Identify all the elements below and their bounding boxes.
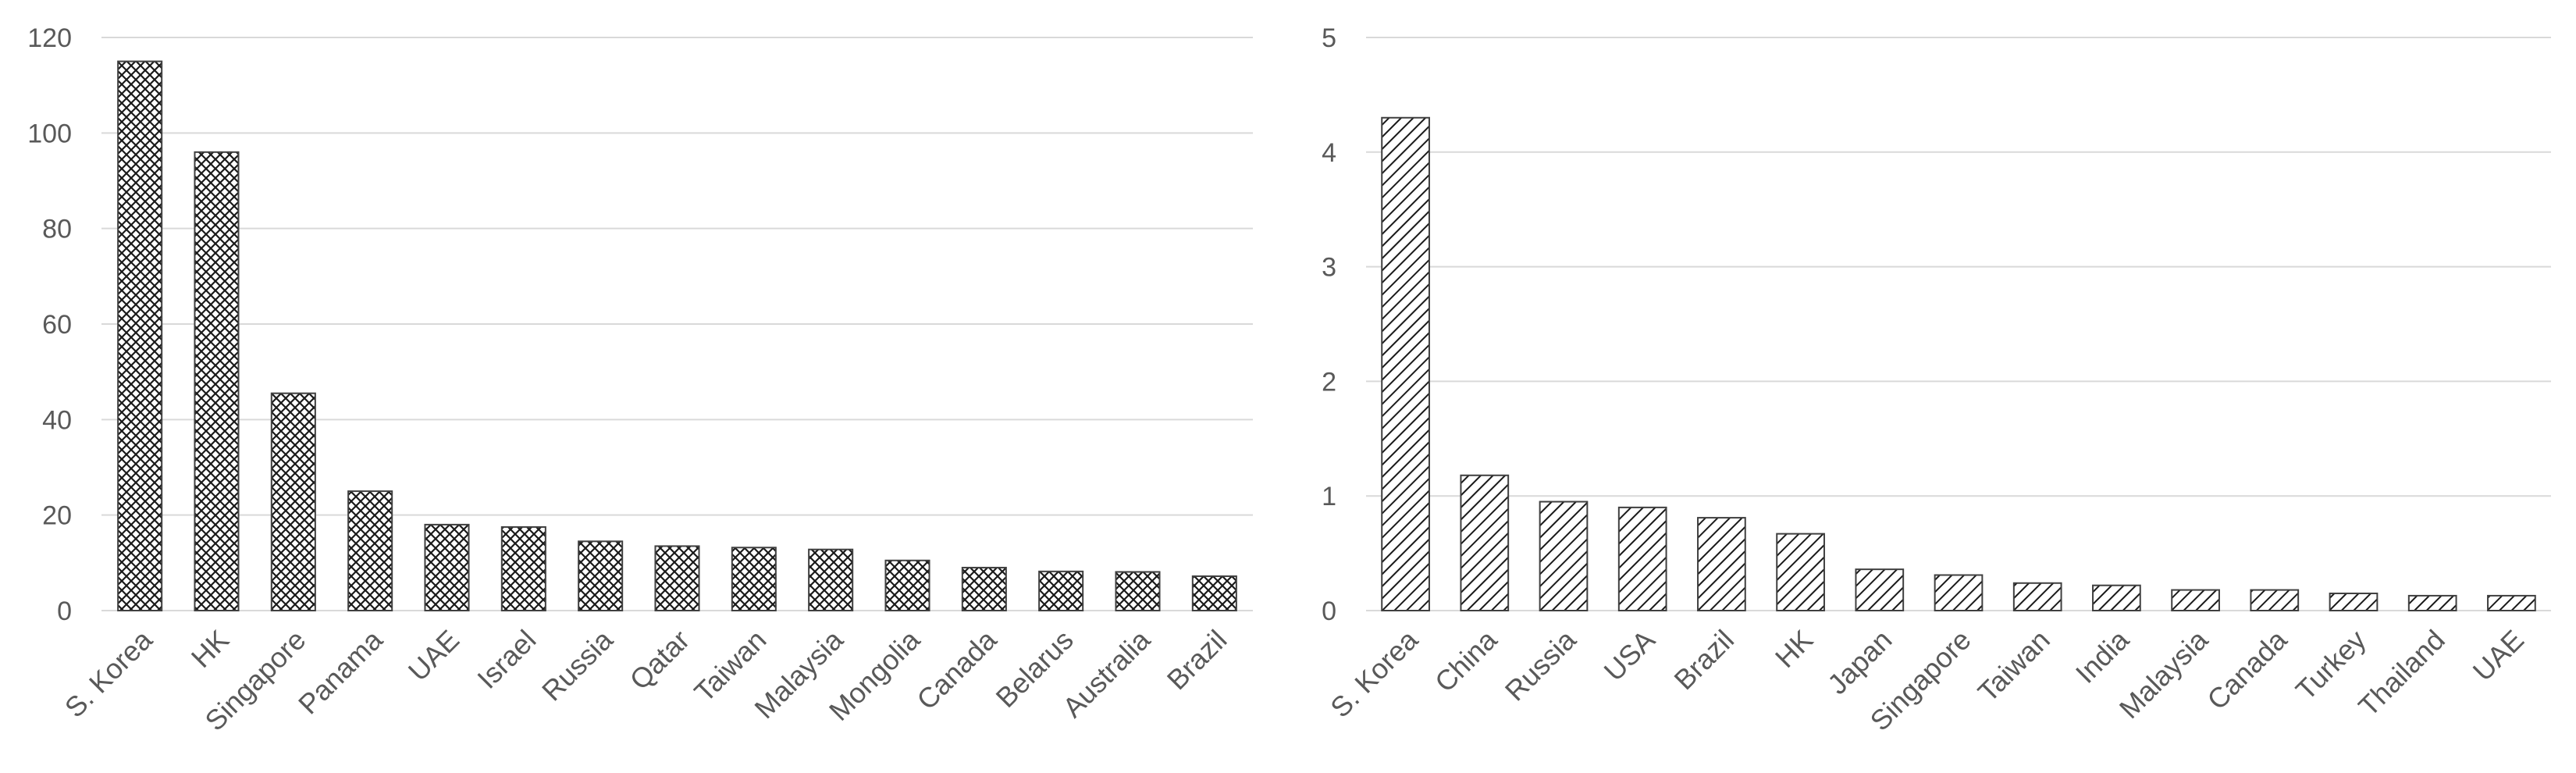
x-tick-label: Brazil bbox=[1667, 624, 1740, 696]
y-tick-label: 40 bbox=[42, 405, 72, 435]
x-tick-label: Malaysia bbox=[2113, 623, 2215, 725]
bar bbox=[2329, 592, 2379, 611]
x-tick-label: Russia bbox=[1499, 623, 1582, 707]
y-tick-label: 2 bbox=[1322, 367, 1336, 397]
y-tick-label: 1 bbox=[1322, 482, 1336, 511]
x-tick-label: Russia bbox=[535, 623, 619, 707]
bar bbox=[2012, 582, 2062, 612]
bar bbox=[1381, 116, 1430, 611]
y-tick-label: 5 bbox=[1322, 23, 1336, 53]
y-tick-label: 0 bbox=[57, 597, 72, 626]
bar bbox=[1038, 570, 1084, 611]
x-tick-label: Canada bbox=[910, 623, 1003, 716]
bar bbox=[2092, 584, 2141, 611]
y-tick-label: 80 bbox=[42, 215, 72, 244]
bar bbox=[270, 392, 316, 611]
x-tick-label: USA bbox=[1598, 624, 1661, 687]
x-tick-label: Taiwan bbox=[1972, 624, 2056, 708]
x-tick-label: Japan bbox=[1821, 624, 1898, 700]
x-tick-label: HK bbox=[185, 624, 235, 674]
bar bbox=[1539, 500, 1589, 611]
bar bbox=[1776, 533, 1825, 611]
bar bbox=[424, 523, 470, 612]
y-tick-label: 0 bbox=[1322, 597, 1336, 626]
bar bbox=[194, 151, 240, 612]
y-tick-label: 60 bbox=[42, 310, 72, 340]
y-tick-label: 100 bbox=[27, 119, 72, 148]
x-tick-label: UAE bbox=[402, 624, 465, 687]
x-tick-label: HK bbox=[1769, 624, 1819, 674]
x-tick-label: Thailand bbox=[2352, 624, 2451, 723]
bar bbox=[731, 547, 777, 612]
bar bbox=[500, 525, 546, 611]
bar bbox=[1191, 575, 1237, 612]
bar bbox=[1115, 571, 1161, 612]
bar bbox=[1460, 474, 1510, 611]
y-tick-label: 120 bbox=[27, 23, 72, 53]
x-tick-label: China bbox=[1429, 623, 1503, 698]
bar bbox=[654, 545, 700, 611]
bar bbox=[961, 566, 1007, 612]
y-tick-label: 3 bbox=[1322, 253, 1336, 283]
bar bbox=[2171, 589, 2220, 611]
bar bbox=[578, 540, 624, 612]
bar bbox=[1934, 574, 1984, 612]
y-tick-label: 20 bbox=[42, 501, 72, 531]
bar bbox=[2487, 594, 2536, 612]
x-tick-label: Canada bbox=[2201, 623, 2293, 716]
bar bbox=[2250, 589, 2300, 611]
bar bbox=[1855, 568, 1905, 611]
x-tick-label: Israel bbox=[471, 624, 542, 695]
x-tick-label: Qatar bbox=[623, 624, 696, 696]
x-tick-label: UAE bbox=[2467, 624, 2530, 687]
x-tick-label: Panama bbox=[292, 623, 389, 720]
x-tick-label: Brazil bbox=[1161, 624, 1233, 696]
bar bbox=[117, 60, 163, 612]
bar bbox=[884, 559, 930, 612]
bar bbox=[347, 490, 393, 611]
x-tick-label: S. Korea bbox=[59, 623, 159, 724]
x-tick-label: India bbox=[2069, 623, 2136, 689]
y-tick-label: 4 bbox=[1322, 138, 1336, 168]
bar bbox=[2407, 594, 2457, 612]
bar bbox=[808, 548, 854, 611]
bar bbox=[1617, 506, 1667, 611]
x-tick-label: S. Korea bbox=[1324, 623, 1425, 724]
bar bbox=[1697, 517, 1746, 611]
